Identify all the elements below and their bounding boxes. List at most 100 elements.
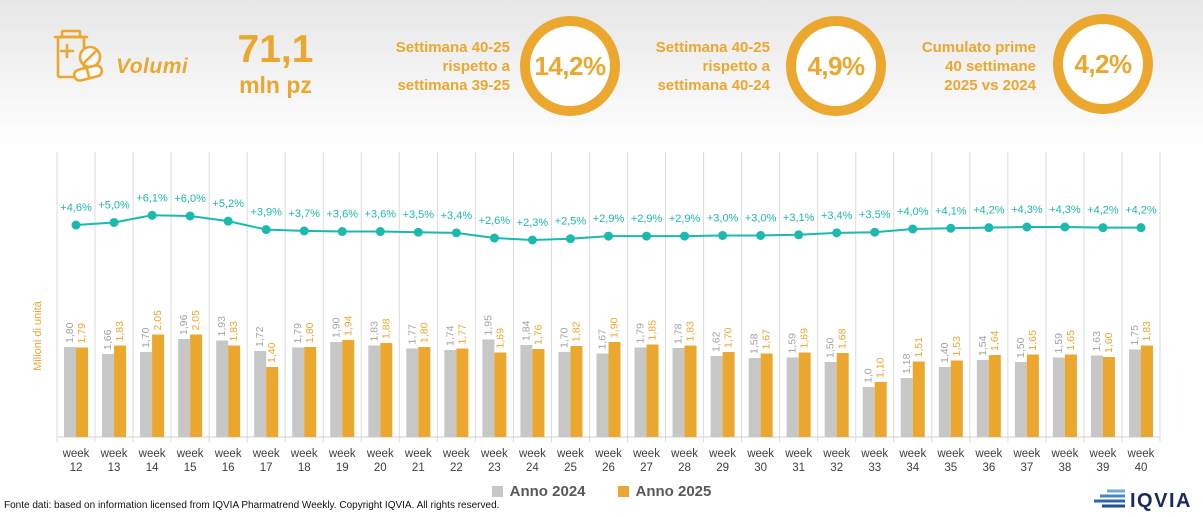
svg-text:28: 28 bbox=[678, 462, 691, 474]
kpi-week-vs-prev-year-value: 4,9% bbox=[807, 50, 865, 81]
svg-text:1,80: 1,80 bbox=[418, 322, 430, 343]
svg-text:week: week bbox=[974, 448, 1002, 460]
svg-text:1,83: 1,83 bbox=[368, 321, 380, 342]
legend-item-anno-2025: Anno 2025 bbox=[617, 483, 712, 500]
svg-text:1,0: 1,0 bbox=[863, 368, 875, 383]
svg-text:+4,2%: +4,2% bbox=[1087, 205, 1119, 217]
svg-text:1,67: 1,67 bbox=[597, 329, 609, 350]
kpi-cumulative-label: Cumulato prime 40 settimane 2025 vs 2024 bbox=[921, 39, 1036, 94]
svg-text:1,54: 1,54 bbox=[977, 335, 989, 356]
svg-text:1,80: 1,80 bbox=[304, 322, 316, 343]
svg-text:37: 37 bbox=[1020, 462, 1033, 474]
svg-text:27: 27 bbox=[640, 462, 653, 474]
svg-text:1,65: 1,65 bbox=[1027, 330, 1039, 351]
anno-2024-label: Anno 2024 bbox=[509, 483, 586, 500]
svg-text:week: week bbox=[100, 448, 128, 460]
chart-legend: Anno 2024 Anno 2025 bbox=[0, 483, 1203, 500]
svg-text:1,40: 1,40 bbox=[939, 342, 951, 363]
iqvia-logo-stripes bbox=[1094, 489, 1125, 508]
svg-text:20: 20 bbox=[374, 462, 387, 474]
svg-text:week: week bbox=[1012, 448, 1040, 460]
svg-text:15: 15 bbox=[184, 462, 197, 474]
svg-text:week: week bbox=[62, 448, 90, 460]
svg-text:week: week bbox=[1089, 448, 1117, 460]
svg-text:+3,0%: +3,0% bbox=[707, 212, 739, 224]
svg-text:1,67: 1,67 bbox=[761, 329, 773, 350]
svg-text:1,18: 1,18 bbox=[901, 353, 913, 374]
svg-text:week: week bbox=[480, 448, 508, 460]
svg-text:1,70: 1,70 bbox=[723, 327, 735, 348]
svg-text:1,70: 1,70 bbox=[140, 327, 152, 348]
headline-value: 71,1 bbox=[237, 28, 314, 71]
svg-text:1,85: 1,85 bbox=[647, 320, 659, 341]
svg-text:week: week bbox=[936, 448, 964, 460]
kpi-week-vs-prev-week-circle: 14,2% bbox=[520, 16, 620, 116]
svg-text:+3,4%: +3,4% bbox=[441, 210, 473, 222]
svg-text:+2,6%: +2,6% bbox=[479, 215, 511, 227]
svg-text:week: week bbox=[176, 448, 204, 460]
svg-text:+3,5%: +3,5% bbox=[403, 209, 435, 221]
svg-text:+6,1%: +6,1% bbox=[136, 192, 168, 204]
svg-text:1,53: 1,53 bbox=[951, 336, 963, 357]
svg-text:1,79: 1,79 bbox=[76, 323, 88, 344]
svg-text:32: 32 bbox=[830, 462, 843, 474]
svg-text:1,76: 1,76 bbox=[532, 324, 544, 345]
kpi-week-vs-prev-week-label: Settimana 40-25 rispetto a settimana 39-… bbox=[395, 39, 510, 94]
svg-text:34: 34 bbox=[906, 462, 919, 474]
anno-2025-label: Anno 2025 bbox=[635, 483, 712, 500]
kpi-week-vs-prev-year-circle: 4,9% bbox=[786, 16, 886, 116]
svg-text:week: week bbox=[138, 448, 166, 460]
svg-text:1,58: 1,58 bbox=[749, 333, 761, 354]
svg-text:1,77: 1,77 bbox=[406, 324, 418, 345]
svg-text:week: week bbox=[1050, 448, 1078, 460]
svg-text:39: 39 bbox=[1097, 462, 1110, 474]
svg-text:17: 17 bbox=[260, 462, 273, 474]
svg-text:1,60: 1,60 bbox=[1103, 332, 1115, 353]
svg-text:+2,9%: +2,9% bbox=[669, 213, 701, 225]
svg-text:35: 35 bbox=[944, 462, 957, 474]
svg-text:38: 38 bbox=[1059, 462, 1072, 474]
svg-text:1,50: 1,50 bbox=[825, 337, 837, 358]
svg-text:18: 18 bbox=[298, 462, 311, 474]
svg-text:1,63: 1,63 bbox=[1091, 331, 1103, 352]
svg-text:+6,0%: +6,0% bbox=[174, 193, 206, 205]
svg-text:week: week bbox=[366, 448, 394, 460]
svg-text:+3,6%: +3,6% bbox=[365, 209, 397, 221]
svg-text:1,90: 1,90 bbox=[609, 317, 621, 338]
svg-text:24: 24 bbox=[526, 462, 539, 474]
svg-text:+4,2%: +4,2% bbox=[973, 205, 1005, 217]
svg-text:week: week bbox=[594, 448, 622, 460]
svg-text:+2,9%: +2,9% bbox=[631, 213, 663, 225]
svg-text:1,78: 1,78 bbox=[673, 323, 685, 344]
svg-text:+2,3%: +2,3% bbox=[517, 217, 549, 229]
svg-text:1,62: 1,62 bbox=[711, 331, 723, 352]
svg-text:+4,6%: +4,6% bbox=[60, 202, 92, 214]
svg-text:+3,1%: +3,1% bbox=[783, 212, 815, 224]
svg-text:1,83: 1,83 bbox=[685, 321, 697, 342]
svg-text:1,79: 1,79 bbox=[635, 323, 647, 344]
svg-text:1,59: 1,59 bbox=[787, 333, 799, 354]
svg-text:1,72: 1,72 bbox=[254, 326, 266, 347]
svg-text:1,96: 1,96 bbox=[178, 314, 190, 335]
svg-text:week: week bbox=[708, 448, 736, 460]
svg-text:week: week bbox=[860, 448, 888, 460]
svg-text:1,51: 1,51 bbox=[913, 337, 925, 358]
svg-text:1,90: 1,90 bbox=[330, 317, 342, 338]
legend-item-anno-2024: Anno 2024 bbox=[491, 483, 586, 500]
svg-text:2,05: 2,05 bbox=[152, 310, 164, 331]
svg-text:week: week bbox=[252, 448, 280, 460]
svg-text:1,95: 1,95 bbox=[482, 315, 494, 336]
svg-text:1,66: 1,66 bbox=[102, 329, 114, 350]
kpi-week-vs-prev-year-label: Settimana 40-25 rispetto a settimana 40-… bbox=[655, 39, 770, 94]
svg-text:week: week bbox=[898, 448, 926, 460]
svg-text:week: week bbox=[328, 448, 356, 460]
svg-text:1,82: 1,82 bbox=[570, 321, 582, 342]
medicine-volumes-icon bbox=[53, 29, 104, 82]
iqvia-logo-text: IQVIA bbox=[1130, 490, 1192, 512]
svg-text:1,74: 1,74 bbox=[444, 325, 456, 346]
anno-2025-swatch bbox=[617, 486, 629, 497]
svg-text:13: 13 bbox=[108, 462, 121, 474]
svg-text:21: 21 bbox=[412, 462, 425, 474]
svg-text:1,68: 1,68 bbox=[837, 328, 849, 349]
